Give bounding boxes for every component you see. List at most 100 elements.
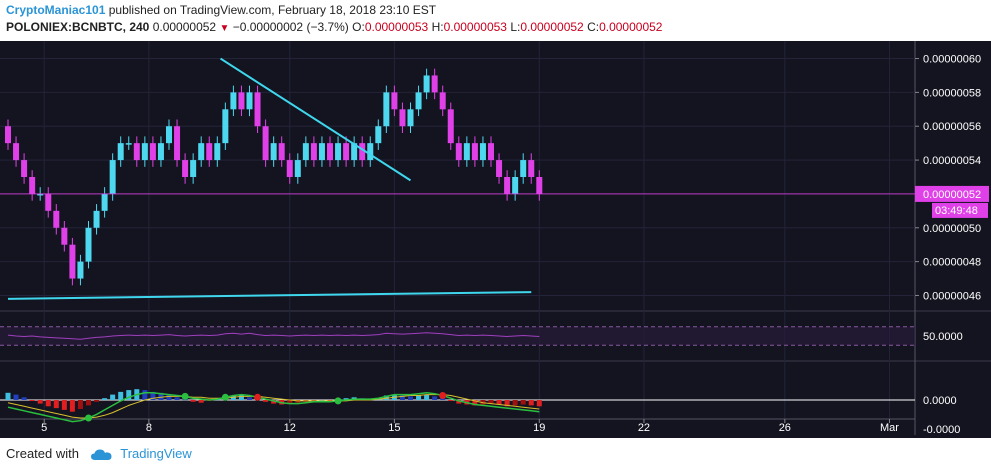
candle-body <box>157 143 164 161</box>
candle-body <box>61 227 68 245</box>
symbol-label: POLONIEX:BCNBTC, 240 <box>6 20 150 34</box>
price-tick-label: 0.00000058 <box>923 87 981 99</box>
macd-histogram-bar <box>174 397 180 400</box>
countdown-label: 03:49:48 <box>935 205 978 217</box>
last-price-badge <box>915 185 989 202</box>
tradingview-brand[interactable]: TradingView <box>120 446 192 461</box>
macd-histogram-bar <box>496 400 502 405</box>
candle-body <box>182 160 189 177</box>
ohlc-open-label: O: <box>352 20 365 34</box>
published-text: published on TradingView.com, February 1… <box>108 3 437 17</box>
candle-body <box>69 244 76 279</box>
candle-body <box>423 75 430 93</box>
candle-body <box>29 177 36 194</box>
candle-body <box>294 160 301 177</box>
ohlc-close-label: C: <box>587 20 600 34</box>
macd-histogram-bar <box>21 397 27 400</box>
rsi-line <box>7 332 540 340</box>
ohlc-high-label: H: <box>431 20 444 34</box>
candle-body <box>222 109 229 144</box>
time-tick-label: 15 <box>388 422 400 434</box>
candle-body <box>479 143 486 161</box>
candle-body <box>504 177 511 194</box>
macd-histogram-bar <box>512 400 518 406</box>
macd-histogram-bar <box>247 397 252 400</box>
candle-body <box>37 193 44 196</box>
candle-body <box>101 193 108 211</box>
macd-histogram-bar <box>158 392 164 400</box>
candle-body <box>375 126 382 144</box>
macd-histogram-bar <box>150 391 156 400</box>
macd-histogram-bar <box>488 400 494 404</box>
candle-body <box>528 160 535 177</box>
price-tick-label: 0.00000054 <box>923 155 981 167</box>
macd-histogram-bar <box>536 400 542 407</box>
candle-body <box>407 109 414 127</box>
publish-header: CryptoManiac101 published on TradingView… <box>6 3 436 17</box>
candle-body <box>286 160 293 177</box>
candle-body <box>359 143 366 161</box>
macd-histogram-bar <box>94 400 100 402</box>
macd-histogram-bar <box>440 398 446 400</box>
macd-histogram-bar <box>271 400 277 404</box>
macd-line <box>7 392 540 423</box>
candle-body <box>270 143 277 161</box>
countdown-badge <box>932 202 988 218</box>
candle-body <box>488 143 494 161</box>
time-tick-label: 8 <box>146 422 152 434</box>
author-name[interactable]: CryptoManiac101 <box>6 3 106 17</box>
candle-body <box>343 143 350 161</box>
candle-body <box>455 143 462 161</box>
candle-body <box>206 143 213 161</box>
candle-body <box>335 143 342 161</box>
chart-area[interactable]: 0.00000060 0.00000058 0.00000056 0.00000054… <box>0 41 991 438</box>
price-tick-label: 0.00000046 <box>923 290 981 302</box>
candle-body <box>109 160 116 194</box>
macd-histogram-bar <box>343 398 349 400</box>
candle-body <box>141 143 148 161</box>
candle-body <box>254 92 261 127</box>
time-tick-label: 26 <box>779 422 791 434</box>
candle-body <box>166 126 172 144</box>
tradingview-cloud-icon[interactable] <box>90 449 113 461</box>
macd-histogram-bar <box>77 400 83 409</box>
symbol-header: POLONIEX:BCNBTC, 240 0.00000052 ▼ −0.000… <box>6 20 662 34</box>
price-tick-label: 0.00000056 <box>923 121 981 133</box>
candle-body <box>399 109 406 127</box>
rsi-band-fill <box>0 326 915 346</box>
macd-histogram-bar <box>45 400 51 407</box>
candle-body <box>310 143 317 161</box>
macd-histogram-bar <box>61 400 67 410</box>
candle-body <box>190 160 197 177</box>
down-arrow-icon: ▼ <box>219 23 230 34</box>
macd-histogram-bar <box>29 400 35 401</box>
candle-body <box>262 126 269 161</box>
candle-body <box>351 143 358 161</box>
macd-cross-marker <box>334 397 342 405</box>
candle-body <box>53 210 60 228</box>
resistance-trendline <box>219 57 412 182</box>
macd-histogram-bar <box>126 390 132 400</box>
macd-tick-label: 0.0000 <box>923 395 957 407</box>
time-tick-label: 5 <box>41 422 47 434</box>
macd-histogram-bar <box>37 400 43 404</box>
macd-histogram-bar <box>432 396 438 400</box>
candle-body <box>214 143 221 161</box>
price-tick-label: 0.00000050 <box>923 223 981 235</box>
candle-body <box>133 143 140 161</box>
price-tick-label: 0.00000060 <box>923 54 981 66</box>
candle-body <box>318 143 325 161</box>
ohlc-close-value: 0.00000052 <box>599 20 663 34</box>
macd-histogram-bar <box>166 394 172 400</box>
candle-body <box>5 126 11 144</box>
candle-body <box>383 92 390 127</box>
candle-body <box>327 143 333 161</box>
macd-histogram-bar <box>69 400 75 412</box>
time-tick-label: 19 <box>533 422 545 434</box>
macd-histogram-bar <box>472 400 478 406</box>
macd-histogram-bar <box>142 390 148 400</box>
last-price-label: 0.00000052 <box>923 189 981 201</box>
time-tick-label: 12 <box>284 422 296 434</box>
price-chart-svg[interactable]: 0.00000060 0.00000058 0.00000056 0.00000054… <box>0 41 991 438</box>
macd-histogram-bar <box>53 400 59 409</box>
